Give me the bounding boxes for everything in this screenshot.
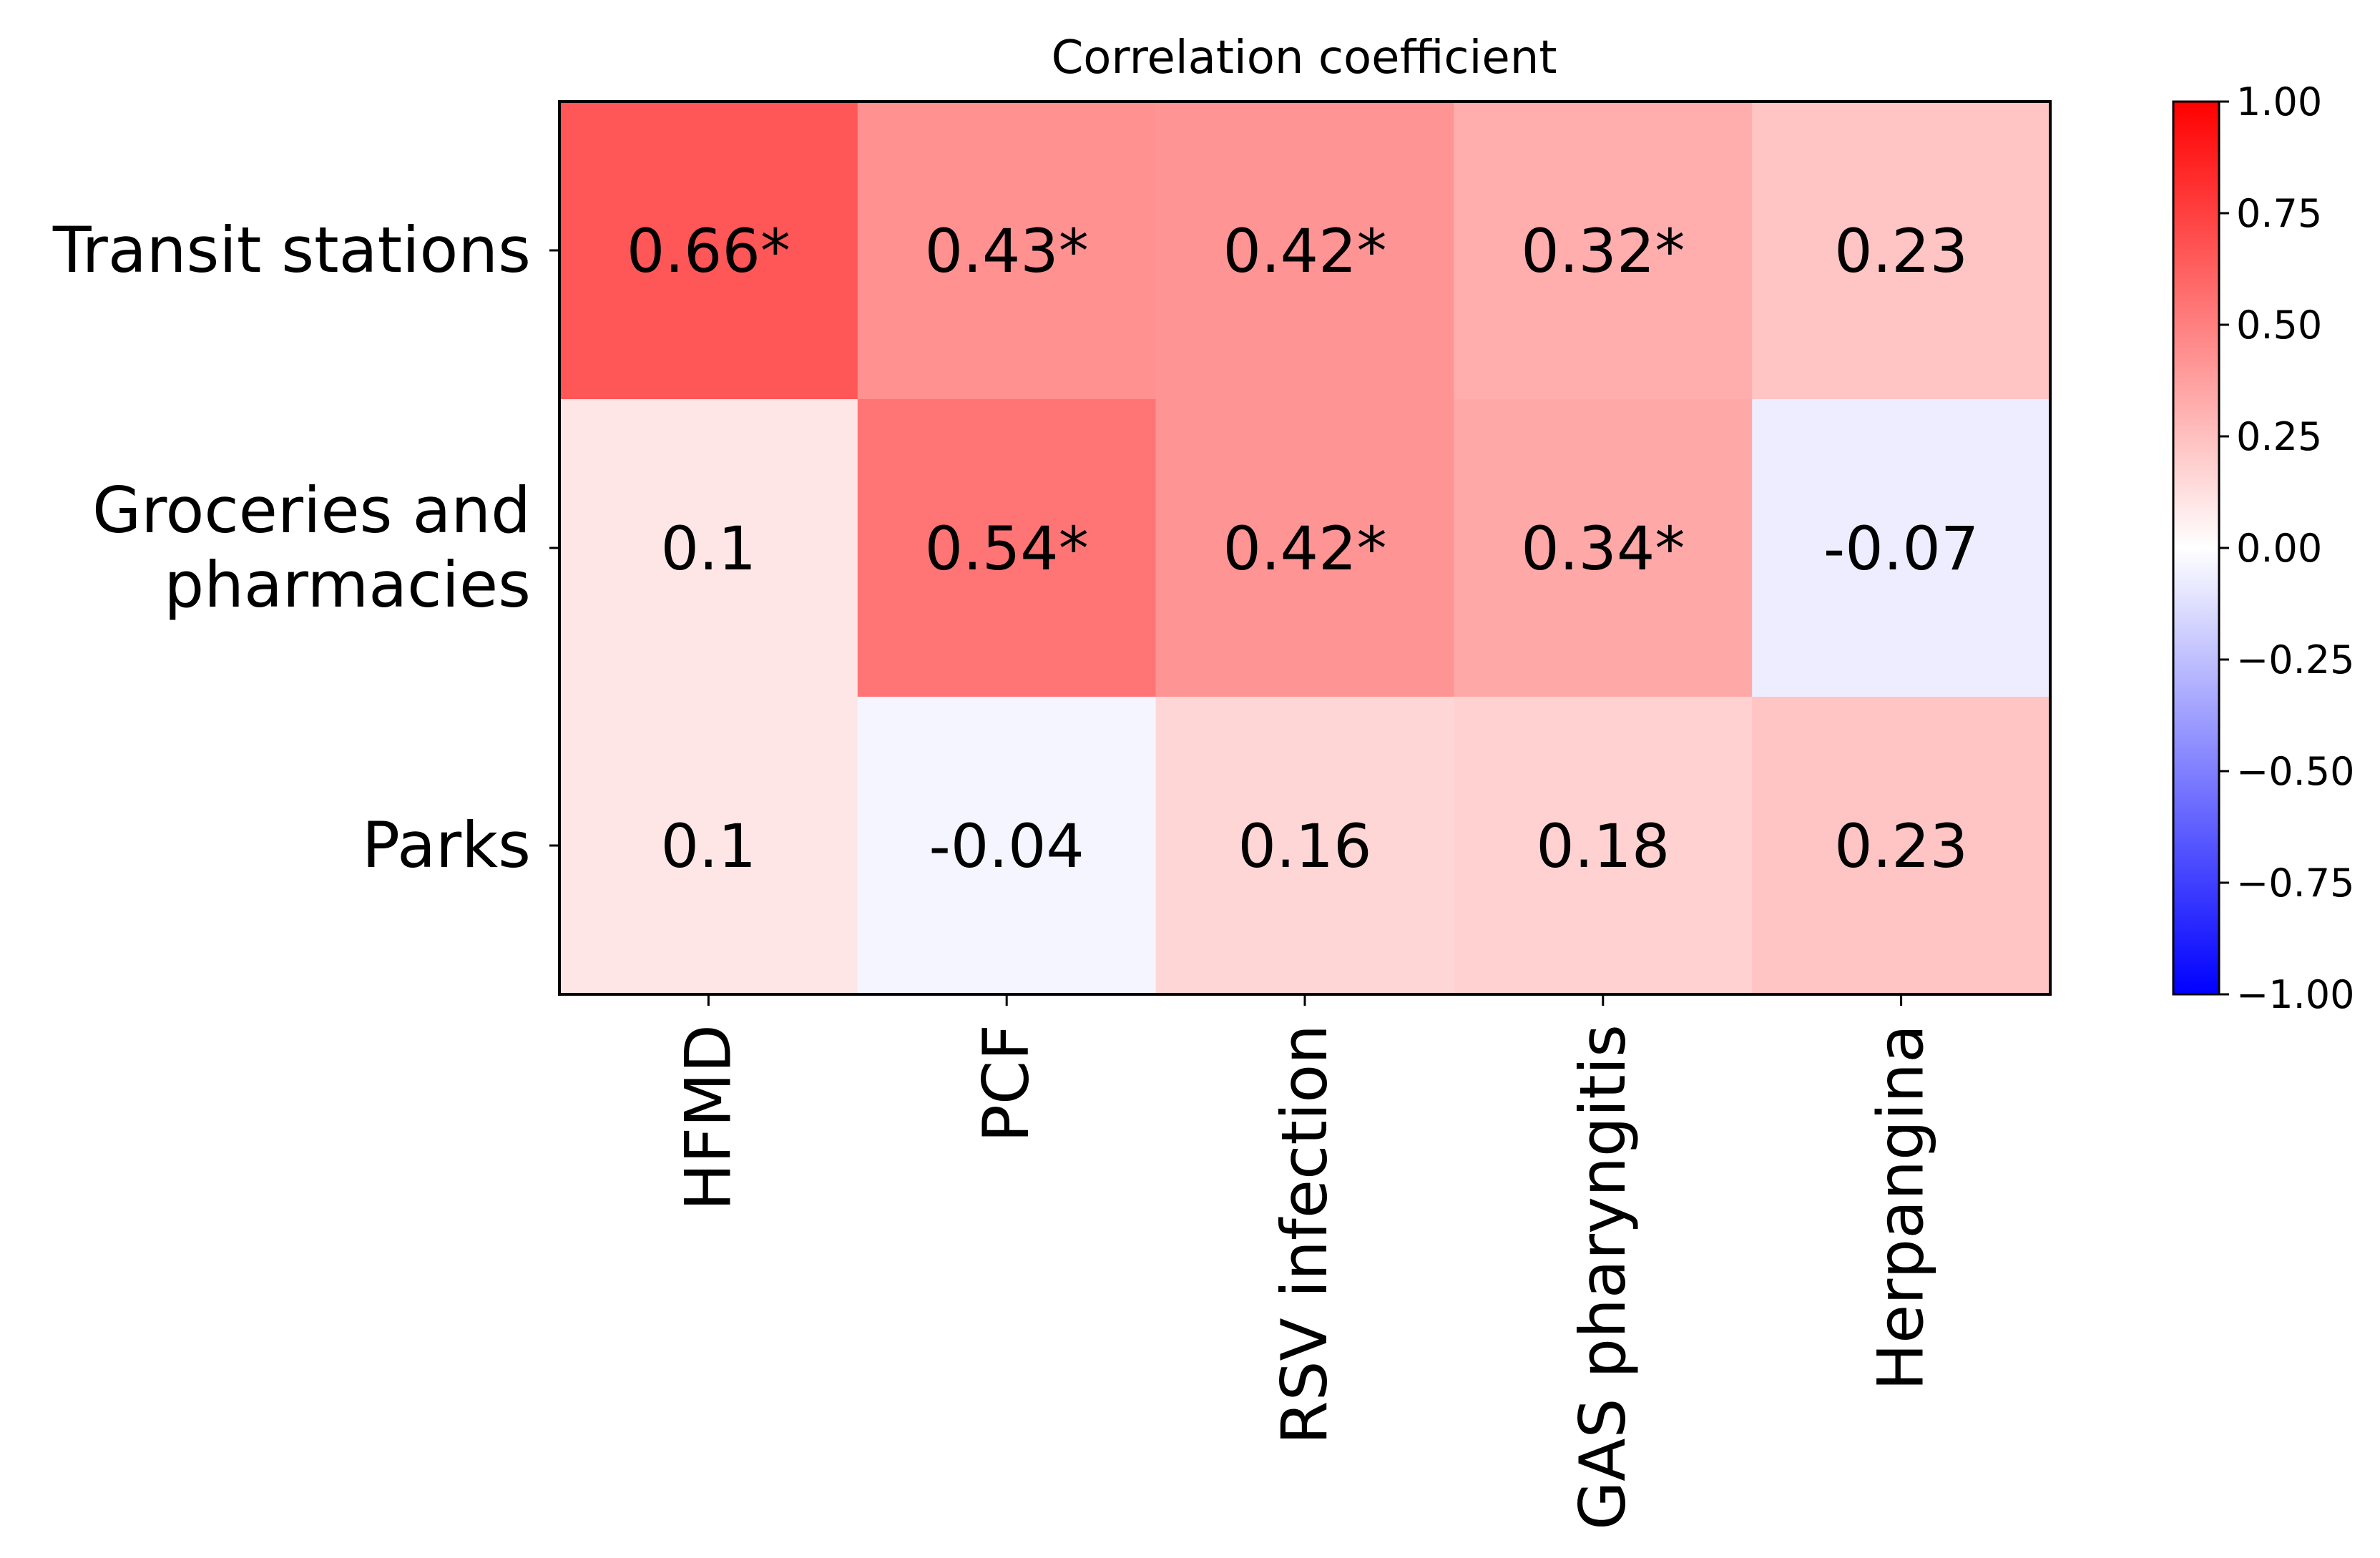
row-label: Groceries and (92, 474, 531, 547)
row-label: Parks (362, 808, 531, 882)
row-label: pharmacies (164, 548, 531, 622)
heatmap-cell (1155, 697, 1454, 995)
colorbar-tick-label: −0.25 (2236, 637, 2354, 682)
column-label: RSV infection (1268, 1024, 1341, 1444)
heatmap-cell (1752, 399, 2051, 697)
colorbar-tick-label: 1.00 (2236, 79, 2322, 124)
cell-value-label: -0.07 (1823, 514, 1979, 584)
colorbar-tick-label: −1.00 (2236, 972, 2354, 1017)
heatmap-cell (857, 697, 1157, 995)
cell-value-label: 0.42* (1223, 514, 1386, 584)
column-label: GAS pharyngitis (1566, 1024, 1640, 1530)
column-label: Herpangina (1864, 1024, 1938, 1391)
heatmap-cell (857, 102, 1157, 400)
heatmap-cells (559, 102, 2051, 995)
heatmap-cell-labels: 0.66* 0.43* 0.42* 0.32* 0.23 0.1 0.54* 0.42* 0.3… (627, 216, 1979, 881)
heatmap-cell (559, 102, 858, 400)
column-label: PCF (969, 1024, 1043, 1142)
heatmap-cell (1155, 399, 1454, 697)
cell-value-label: -0.04 (929, 811, 1084, 881)
heatmap-cell (1752, 102, 2051, 400)
colorbar-tick-label: 0.25 (2236, 414, 2322, 459)
colorbar-tick-label: −0.50 (2236, 749, 2354, 794)
cell-value-label: 0.34* (1521, 514, 1685, 584)
colorbar-tick-label: −0.75 (2236, 861, 2354, 906)
heatmap-cell (559, 697, 858, 995)
heatmap-cell (1454, 102, 1753, 400)
heatmap-cell (1752, 697, 2051, 995)
heatmap-cell (1454, 399, 1753, 697)
heatmap-cell (1155, 102, 1454, 400)
cell-value-label: 0.1 (661, 514, 757, 584)
cell-value-label: 0.42* (1223, 216, 1386, 286)
row-label: Transit stations (52, 213, 531, 287)
cell-value-label: 0.23 (1834, 811, 1968, 881)
cell-value-label: 0.66* (627, 216, 790, 286)
colorbar (2172, 100, 2220, 996)
colorbar-tick-label: 0.50 (2236, 303, 2322, 348)
heatmap-cell (1454, 697, 1753, 995)
heatmap-cell (857, 399, 1157, 697)
heatmap-cell (559, 399, 858, 697)
cell-value-label: 0.23 (1834, 216, 1968, 286)
cell-value-label: 0.32* (1521, 216, 1685, 286)
cell-value-label: 0.16 (1238, 811, 1371, 881)
colorbar-tick-label: 0.00 (2236, 526, 2322, 571)
column-label: HFMD (671, 1024, 745, 1210)
cell-value-label: 0.18 (1536, 811, 1670, 881)
chart-title: Correlation coefficient (1052, 31, 1557, 84)
cell-value-label: 0.54* (925, 514, 1089, 584)
column-axis: HFMD PCF RSV infection GAS pharyngitis Herpa… (671, 994, 1938, 1530)
colorbar-tick-label: 0.75 (2236, 191, 2322, 236)
colorbar-axis: 1.00 0.75 0.50 0.25 0.00 −0.25 −0.50 −0.75 −1.00 (2219, 79, 2354, 1017)
cell-value-label: 0.1 (661, 811, 757, 881)
cell-value-label: 0.43* (925, 216, 1089, 286)
